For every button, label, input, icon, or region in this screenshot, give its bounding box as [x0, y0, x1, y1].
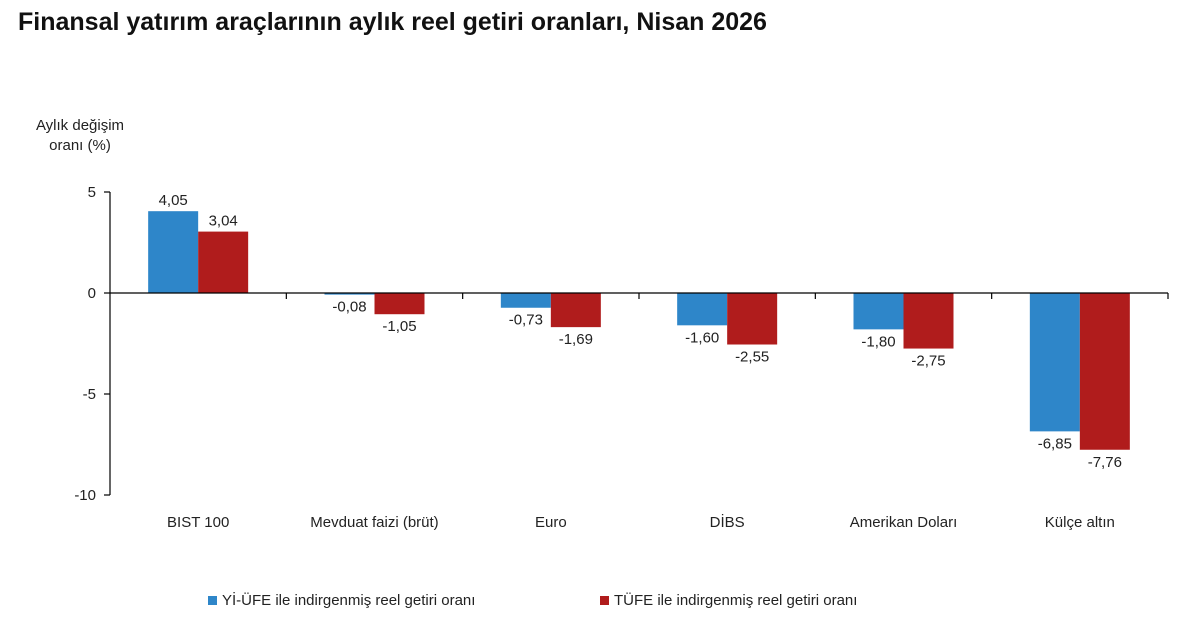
y-tick-label: 0: [88, 285, 96, 302]
bar-yiufe: [324, 293, 375, 295]
data-label-tufe: -7,76: [1088, 454, 1122, 471]
data-label-yiufe: -6,85: [1038, 435, 1072, 452]
legend-swatch-yiufe: [208, 596, 217, 605]
y-tick-label: -10: [74, 487, 96, 504]
bar-tufe: [903, 293, 954, 349]
legend-label-tufe: TÜFE ile indirgenmiş reel getiri oranı: [614, 592, 858, 609]
category-label: BIST 100: [167, 514, 229, 531]
bar-yiufe: [148, 211, 199, 293]
bar-yiufe: [500, 293, 551, 308]
data-label-tufe: -1,69: [559, 331, 593, 348]
legend-item-yiufe: Yİ-ÜFE ile indirgenmiş reel getiri oranı: [208, 592, 475, 609]
y-tick-label: 5: [88, 184, 96, 201]
plot-area: 5 0 -5 -10 4,05 -0,08 -0,73 -1,60 -1,80 -6,85 3,04…: [74, 184, 1169, 531]
legend-label-yiufe: Yİ-ÜFE ile indirgenmiş reel getiri oranı: [222, 592, 476, 609]
category-label: Amerikan Doları: [850, 514, 958, 531]
bar-tufe: [727, 293, 778, 345]
category-label: Mevduat faizi (brüt): [310, 514, 438, 531]
y-axis-label-line2: oranı (%): [49, 137, 111, 154]
category-label: Külçe altın: [1045, 514, 1115, 531]
chart-title: Finansal yatırım araçlarının aylık reel …: [18, 8, 767, 36]
bar-tufe: [1079, 293, 1130, 450]
y-tick-label: -5: [83, 386, 96, 403]
data-label-tufe: 3,04: [209, 213, 238, 230]
data-label-yiufe: -0,73: [509, 312, 543, 329]
data-label-yiufe: -0,08: [332, 299, 366, 316]
bar-tufe: [550, 293, 601, 328]
bar-tufe: [374, 293, 425, 315]
bar-yiufe: [1029, 293, 1080, 432]
y-axis-label: Aylık değişim oranı (%): [20, 116, 140, 156]
legend-swatch-tufe: [600, 596, 609, 605]
data-label-tufe: -2,55: [735, 349, 769, 366]
legend-item-tufe: TÜFE ile indirgenmiş reel getiri oranı: [600, 592, 857, 609]
data-label-yiufe: -1,80: [861, 333, 895, 350]
data-label-tufe: -2,75: [911, 353, 945, 370]
y-axis-label-line1: Aylık değişim: [35, 117, 125, 134]
category-label: DİBS: [710, 513, 745, 531]
data-label-tufe: -1,05: [382, 318, 416, 335]
bar-yiufe: [853, 293, 904, 330]
bar-tufe: [198, 231, 249, 293]
data-label-yiufe: 4,05: [159, 192, 188, 209]
data-label-yiufe: -1,60: [685, 329, 719, 346]
bar-yiufe: [677, 293, 728, 326]
category-label: Euro: [535, 514, 567, 531]
